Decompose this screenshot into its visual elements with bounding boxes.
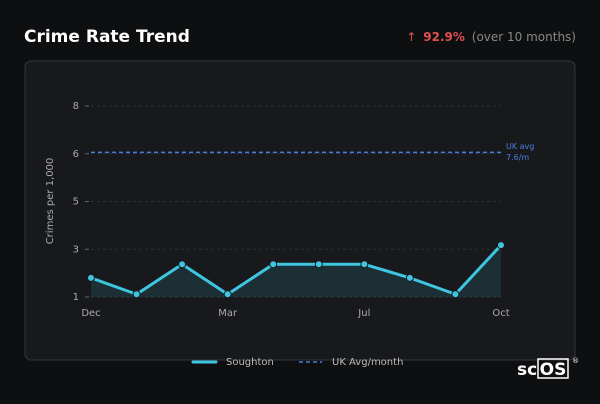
legend-label: Soughton (226, 357, 274, 368)
y-tick-label: 8 (73, 101, 79, 112)
point (87, 273, 95, 282)
point (132, 290, 141, 299)
point (223, 290, 232, 299)
y-axis-label: Crimes per 1,000 (45, 158, 56, 245)
area (91, 245, 501, 297)
y-tick-label: 3 (73, 244, 79, 255)
point (405, 273, 414, 282)
y-tick-label: 1 (73, 292, 79, 303)
point (360, 260, 369, 269)
point (178, 260, 187, 269)
legend-label: UK Avg/month (332, 357, 403, 368)
card (24, 60, 576, 361)
brand-mark: ® (572, 357, 579, 365)
brand-boxed: OS (540, 360, 567, 380)
reference-label: 7.6/m (506, 153, 529, 162)
title: Crime Rate Trend (24, 27, 190, 47)
change-period: (over 10 months) (472, 30, 576, 44)
y-tick-label: 6 (73, 149, 79, 160)
x-tick-label: Dec (81, 308, 100, 319)
point (451, 290, 460, 299)
point (269, 260, 278, 269)
brand-box (537, 358, 569, 379)
change: ↑ 92.9% (over 10 months) (406, 30, 576, 44)
reference-label: UK avg (506, 142, 534, 151)
brand: sc OS ® (517, 357, 579, 380)
brand-prefix: sc (517, 360, 537, 380)
plot: 1 3 5 6 8 Dec Mar Jul Oct UK avg 7.6/m (73, 101, 535, 319)
x-tick-label: Oct (492, 308, 509, 319)
change-value: 92.9% (423, 30, 465, 44)
point (497, 241, 505, 250)
point (314, 260, 323, 269)
legend: Soughton UK Avg/month (191, 357, 403, 368)
x-tick-label: Jul (357, 308, 370, 319)
change-arrow: ↑ (406, 30, 416, 44)
line (90, 244, 503, 296)
y-tick-label: 5 (73, 197, 79, 208)
x-tick-label: Mar (218, 308, 238, 319)
